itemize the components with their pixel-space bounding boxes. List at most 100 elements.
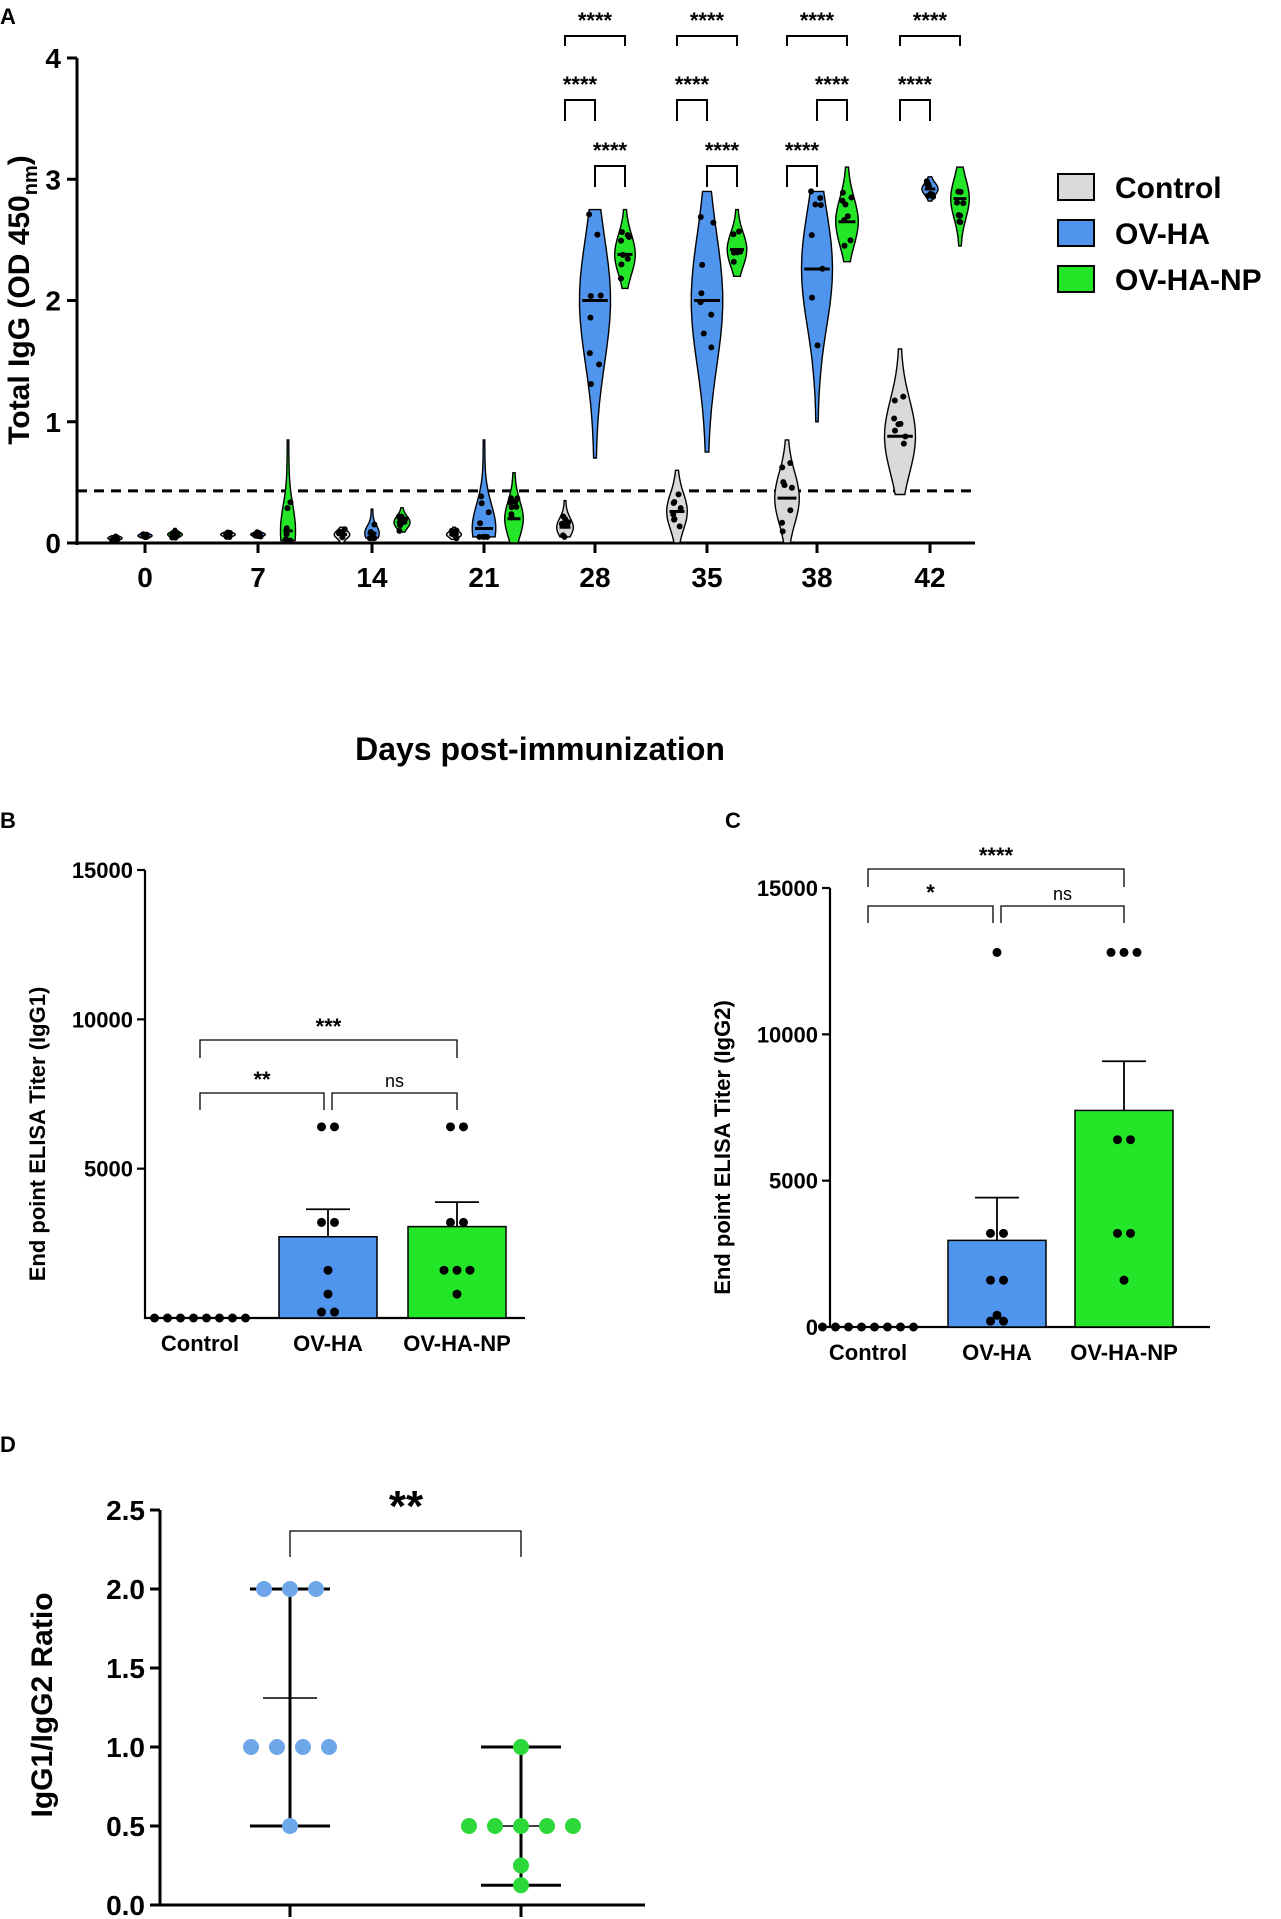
data-point <box>459 1217 468 1227</box>
violin-point <box>282 536 289 543</box>
violin-point <box>900 440 907 447</box>
data-point <box>459 1122 468 1132</box>
sig-bracket-day-28-label: **** <box>593 138 628 163</box>
data-point <box>1132 947 1142 957</box>
violin-point <box>478 493 485 500</box>
violin-point <box>902 433 909 440</box>
x-tick-label: 28 <box>579 562 610 593</box>
y-tick-label: 0.0 <box>106 1890 145 1919</box>
y-tick-label: 15000 <box>72 858 133 883</box>
violin-point <box>110 536 117 543</box>
violin-point <box>698 290 705 297</box>
data-point <box>1106 947 1116 957</box>
data-point <box>896 1322 905 1332</box>
data-point <box>446 1217 455 1227</box>
violin-ov-ha-np-day-28 <box>613 208 637 290</box>
violin-point <box>508 514 515 521</box>
violin-point <box>808 294 815 301</box>
ratio-point <box>269 1739 285 1755</box>
violin-point <box>513 503 520 510</box>
x-tick-label: 38 <box>801 562 832 593</box>
legend-label-control: Control <box>1115 172 1222 205</box>
violin-point <box>617 275 624 282</box>
data-point <box>323 1265 333 1275</box>
y-axis-title: End point ELISA Titer (IgG1) <box>25 987 50 1282</box>
violin-point <box>371 521 378 528</box>
data-point <box>317 1122 326 1132</box>
violin-point <box>477 520 484 527</box>
y-axis-title: End point ELISA Titer (IgG2) <box>710 1000 735 1295</box>
panel-d-tag: D <box>0 1432 16 1457</box>
violin-point <box>339 534 346 541</box>
violin-point <box>924 181 931 188</box>
violin-point <box>735 228 742 235</box>
violin-point <box>670 511 677 518</box>
violin-point <box>478 500 485 507</box>
violin-point <box>225 531 232 538</box>
sig-bracket-day-35-label: **** <box>675 72 710 97</box>
violin-point <box>172 534 179 541</box>
violin-point <box>891 427 898 434</box>
y-tick-label: 1.5 <box>106 1653 145 1684</box>
violin-point <box>895 421 902 428</box>
violin-point <box>839 197 846 204</box>
violin-point <box>561 533 568 540</box>
data-point <box>317 1217 326 1227</box>
y-tick-label: 3 <box>45 164 61 195</box>
data-point <box>241 1313 250 1323</box>
ratio-point <box>539 1818 555 1834</box>
sig-bracket-b-label: ns <box>385 1071 404 1091</box>
data-point <box>986 1275 995 1285</box>
violin-point <box>671 516 678 523</box>
violin-ov-ha-day-38 <box>800 190 834 423</box>
violin-point <box>814 342 821 349</box>
x-tick-label: Control <box>161 1331 239 1356</box>
ratio-point <box>565 1818 581 1834</box>
ratio-point <box>487 1818 503 1834</box>
x-axis-title: Days post-immunization <box>355 731 725 767</box>
violin-point <box>172 528 179 535</box>
ratio-point <box>308 1581 324 1597</box>
data-point <box>163 1313 172 1323</box>
data-point <box>465 1265 475 1275</box>
sig-bracket-b <box>331 1092 458 1110</box>
data-point <box>999 1316 1008 1326</box>
ratio-point <box>282 1581 298 1597</box>
data-point <box>1113 1135 1122 1145</box>
bar-ov-ha-np <box>1074 1109 1174 1328</box>
data-point <box>992 1310 1002 1320</box>
legend-label-ov-ha: OV-HA <box>1115 218 1210 251</box>
violin-point <box>847 237 854 244</box>
violin-point <box>283 531 290 538</box>
panel-b-tag: B <box>0 808 16 833</box>
data-point <box>870 1322 879 1332</box>
violin-point <box>957 219 964 226</box>
violin-point <box>779 519 786 526</box>
bar-ov-ha <box>278 1236 378 1319</box>
y-axis-title: Total IgG (OD 450nm) <box>3 155 42 444</box>
violin-point <box>699 261 706 268</box>
violin-point <box>618 261 625 268</box>
violin-point <box>957 188 964 195</box>
ratio-point <box>295 1739 311 1755</box>
violin-point <box>817 202 824 209</box>
violin-point <box>560 513 567 520</box>
y-tick-label: 0.5 <box>106 1811 145 1842</box>
violin-point <box>812 201 819 208</box>
ratio-point <box>256 1581 272 1597</box>
sig-bracket-day-42 <box>899 35 961 46</box>
y-tick-label: 4 <box>45 43 61 74</box>
panel-c-tag: C <box>725 808 741 833</box>
violin-point <box>597 292 604 299</box>
violin-point <box>624 232 631 239</box>
data-point <box>452 1265 462 1275</box>
violin-point <box>787 507 794 514</box>
violin-point <box>480 533 487 540</box>
violin-point <box>675 491 682 498</box>
violin-point <box>283 525 290 532</box>
data-point <box>439 1265 449 1275</box>
violin-point <box>618 237 625 244</box>
violin-point <box>779 528 786 535</box>
violin-point <box>808 188 815 195</box>
x-tick-label: 21 <box>468 562 499 593</box>
